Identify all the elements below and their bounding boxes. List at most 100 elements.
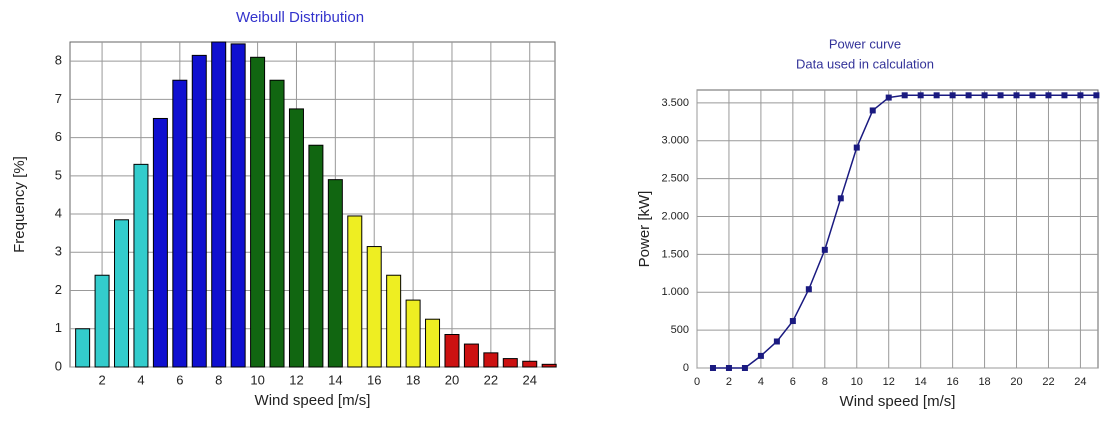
point — [1077, 92, 1084, 99]
y-tick-label: 0 — [55, 358, 62, 373]
y-tick-label: 1.500 — [661, 248, 689, 260]
x-tick-label: 0 — [694, 376, 700, 388]
x-tick-label: 10 — [851, 376, 863, 388]
point — [789, 318, 796, 325]
x-tick-label: 24 — [522, 372, 536, 387]
x-tick-label: 8 — [822, 376, 828, 388]
bar — [133, 163, 149, 368]
point — [1029, 92, 1036, 99]
x-tick-label: 6 — [176, 372, 183, 387]
y-tick-label: 2.500 — [661, 173, 689, 185]
x-tick-label: 4 — [137, 372, 144, 387]
bar — [191, 54, 207, 368]
point — [965, 92, 972, 99]
x-tick-label: 22 — [1042, 376, 1054, 388]
x-axis-label: Wind speed [m/s] — [255, 392, 371, 409]
bar — [152, 117, 168, 368]
point — [837, 195, 844, 202]
y-tick-label: 7 — [55, 91, 62, 106]
y-tick-label: 1.000 — [661, 286, 689, 298]
bar — [405, 299, 421, 368]
x-tick-label: 18 — [978, 376, 990, 388]
point — [725, 365, 732, 371]
bar — [211, 41, 227, 368]
point — [1061, 92, 1068, 99]
bar — [230, 43, 246, 368]
point — [853, 144, 860, 151]
bar — [250, 56, 266, 368]
chart-title: Weibull Distribution — [236, 9, 364, 26]
point — [1045, 92, 1052, 99]
bar — [75, 328, 91, 368]
plot-area — [696, 89, 1099, 369]
y-tick-label: 500 — [671, 324, 689, 336]
x-tick-label: 12 — [883, 376, 895, 388]
bar — [463, 343, 479, 368]
y-tick-label: 0 — [683, 362, 689, 374]
point — [869, 107, 876, 114]
point — [997, 92, 1004, 99]
point — [1093, 92, 1100, 99]
x-tick-label: 4 — [758, 376, 764, 388]
point — [1013, 92, 1020, 99]
bar — [172, 79, 188, 368]
x-tick-label: 8 — [215, 372, 222, 387]
y-tick-label: 3 — [55, 244, 62, 259]
point — [773, 338, 780, 345]
y-tick-label: 5 — [55, 167, 62, 182]
x-tick-label: 12 — [289, 372, 303, 387]
point — [757, 352, 764, 359]
bar — [269, 79, 285, 368]
x-tick-label: 2 — [98, 372, 105, 387]
y-tick-label: 6 — [55, 129, 62, 144]
x-tick-label: 20 — [1010, 376, 1022, 388]
x-tick-label: 10 — [250, 372, 264, 387]
point — [821, 246, 828, 253]
y-tick-label: 2.000 — [661, 210, 689, 222]
bar — [386, 274, 402, 368]
x-tick-label: 24 — [1074, 376, 1086, 388]
y-tick-label: 8 — [55, 53, 62, 68]
y-axis-label: Frequency [%] — [11, 156, 28, 253]
bar — [347, 215, 363, 368]
bar — [502, 358, 518, 368]
x-axis-label: Wind speed [m/s] — [840, 393, 956, 410]
point — [933, 92, 940, 99]
x-tick-label: 6 — [790, 376, 796, 388]
bar — [94, 274, 110, 368]
y-tick-label: 3.500 — [661, 97, 689, 109]
point — [949, 92, 956, 99]
bar — [308, 144, 324, 368]
bar — [288, 108, 304, 368]
x-tick-label: 16 — [367, 372, 381, 387]
point — [917, 92, 924, 99]
bar — [114, 219, 130, 368]
bar — [522, 360, 538, 368]
y-tick-label: 1 — [55, 320, 62, 335]
bar — [425, 318, 441, 368]
point — [709, 365, 716, 371]
bar — [366, 246, 382, 368]
bar — [444, 334, 460, 368]
y-axis-label: Power [kW] — [636, 191, 653, 268]
y-tick-label: 2 — [55, 282, 62, 297]
x-tick-label: 2 — [726, 376, 732, 388]
x-tick-label: 14 — [328, 372, 342, 387]
bar — [327, 179, 343, 368]
point — [805, 286, 812, 293]
point — [885, 94, 892, 101]
x-tick-label: 16 — [946, 376, 958, 388]
point — [901, 92, 908, 99]
bar — [483, 352, 499, 368]
x-tick-label: 14 — [915, 376, 927, 388]
x-tick-label: 20 — [445, 372, 459, 387]
x-tick-label: 18 — [406, 372, 420, 387]
chart-title: Data used in calculation — [796, 56, 934, 71]
y-tick-label: 3.000 — [661, 135, 689, 147]
y-tick-label: 4 — [55, 205, 62, 220]
chart-title: Power curve — [829, 36, 901, 51]
point — [741, 365, 748, 371]
x-tick-label: 22 — [484, 372, 498, 387]
bar — [541, 363, 557, 368]
